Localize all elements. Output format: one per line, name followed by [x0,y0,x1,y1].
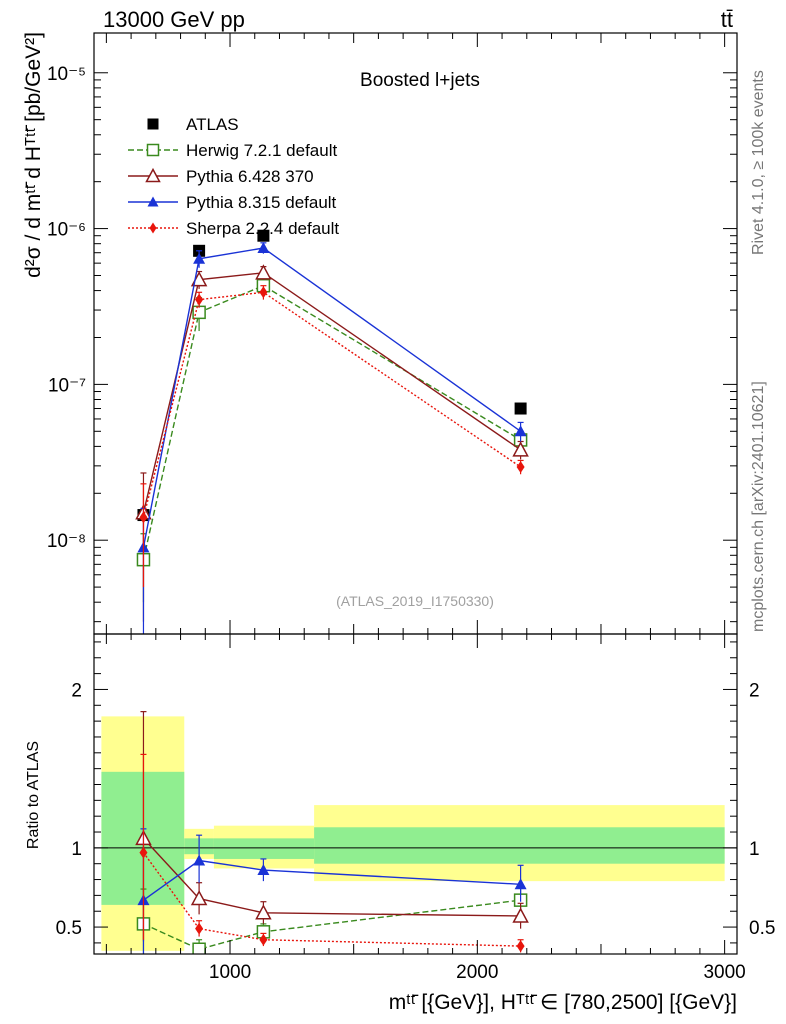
legend-marker-herwig-7-2-1-default [146,143,160,157]
ratio-series-layer [135,711,529,954]
legend-label-sherpa-2-2-4-default: Sherpa 2.2.4 default [186,219,339,238]
ratio-point-pythia-8-315-default-3 [514,878,527,890]
ratio-point-pythia-6-428-370-3 [512,907,529,923]
ratio-ytick-label-left: 2 [71,680,82,701]
band-inner-3 [314,827,725,864]
ratio-line-pythia-6-428-370 [142,837,521,917]
legend-marker-sherpa-2-2-4-default [149,222,157,234]
legend-marker-pythia-6-428-370 [145,167,161,183]
ratio-point-pythia-8-315-default-2 [257,864,270,876]
main-ytick-label: 10⁻⁶ [47,220,86,241]
legend-entry-herwig-7-2-1-default: Herwig 7.2.1 default [128,141,337,160]
ratio-line-sherpa-2-2-4-default [142,852,521,947]
legend-label-pythia-6-428-370: Pythia 6.428 370 [186,167,314,186]
main-point-atlas-3 [514,402,527,415]
main-point-herwig-7-2-1-default-1 [192,305,206,320]
main-point-sherpa-2-2-4-default-3 [516,460,525,473]
ratio-series-sherpa-2-2-4-default [139,753,525,953]
ratio-ytick-label-right: 2 [749,680,760,701]
main-point-pythia-8-315-default-3 [514,425,527,437]
legend-label-pythia-8-315-default: Pythia 8.315 default [186,193,337,212]
ratio-frame [93,633,738,955]
chart-title: Boosted l+jets [360,70,480,91]
xtick-label: 1000 [209,962,251,983]
header-right: tt̄ [721,7,733,32]
ratio-line-herwig-7-2-1-default [143,899,521,950]
main-series-pythia-6-428-370 [135,264,529,622]
side-rivet-label: Rivet 4.1.0, ≥ 100k events [750,70,767,255]
main-point-pythia-8-315-default-1 [193,252,206,264]
uncertainty-bands [101,716,725,951]
main-point-pythia-8-315-default-2 [257,242,270,254]
legend: ATLAS Herwig 7.2.1 default Pythia 6.428 37… [128,115,339,238]
ratio-point-sherpa-2-2-4-default-0 [139,846,148,859]
legend-label-atlas: ATLAS [186,115,239,134]
main-ytick-label: 10⁻⁸ [47,531,86,552]
axis-ticks: 10⁻⁸ 10⁻⁷ 10⁻⁶ 10⁻⁵ 0.5 0.5 1 1 2 2 1000 2000 3000 [47,33,775,983]
main-point-pythia-6-428-370-2 [255,264,272,280]
header-left: 13000 GeV pp [103,7,245,32]
legend-label-herwig-7-2-1-default: Herwig 7.2.1 default [186,141,337,160]
ratio-ytick-label-left: 1 [71,839,82,860]
main-ytick-label: 10⁻⁷ [48,375,86,396]
main-point-sherpa-2-2-4-default-2 [259,286,268,299]
ratio-line-pythia-8-315-default [143,859,521,901]
main-line-sherpa-2-2-4-default [142,291,521,518]
main-series-pythia-8-315-default [137,242,527,634]
legend-entry-atlas: ATLAS [147,115,239,134]
ratio-ytick-label-right: 0.5 [749,918,775,939]
ratio-point-pythia-8-315-default-1 [193,854,206,866]
side-mcplots-label: mcplots.cern.ch [arXiv:2401.10621] [750,381,767,632]
main-line-pythia-6-428-370 [142,272,522,513]
main-point-pythia-6-428-370-3 [512,441,529,457]
main-point-sherpa-2-2-4-default-0 [139,511,148,524]
main-point-sherpa-2-2-4-default-1 [195,293,204,306]
ratio-ytick-label-left: 0.5 [56,918,82,939]
ratio-point-sherpa-2-2-4-default-2 [259,933,268,946]
main-series-sherpa-2-2-4-default [139,285,525,588]
xtick-label: 3000 [703,962,745,983]
analysis-id: (ATLAS_2019_I1750330) [336,593,494,609]
main-point-atlas-2 [257,229,270,242]
legend-entry-pythia-8-315-default: Pythia 8.315 default [128,193,337,212]
ratio-point-pythia-6-428-370-1 [190,889,208,906]
ratio-ylabel: Ratio to ATLAS [25,741,42,849]
legend-entry-sherpa-2-2-4-default: Sherpa 2.2.4 default [128,219,339,238]
band-inner-2 [213,838,315,859]
main-line-pythia-8-315-default [142,247,522,548]
x-axis-label: mᵗᵗ̄ [{GeV}], Hᵀᵗᵗ̄ ∈ [780,2500] [{GeV}] [389,991,737,1014]
main-series-layer [135,229,529,634]
main-series-herwig-7-2-1-default [136,276,528,603]
main-ytick-label: 10⁻⁵ [47,64,86,85]
ratio-point-sherpa-2-2-4-default-1 [195,922,204,935]
main-line-herwig-7-2-1-default [142,284,521,560]
xtick-label: 2000 [456,962,498,983]
ratio-point-sherpa-2-2-4-default-3 [516,940,525,953]
legend-marker-atlas [147,118,159,130]
ratio-ytick-label-right: 1 [749,839,760,860]
legend-entry-pythia-6-428-370: Pythia 6.428 370 [128,167,314,186]
ratio-point-pythia-6-428-370-2 [255,904,272,920]
main-ylabel: d²σ / d mᵗᵗ̄ d Hᵀᵗᵗ̄ [pb/GeV²] [22,32,45,278]
legend-marker-pythia-8-315-default [147,196,159,207]
